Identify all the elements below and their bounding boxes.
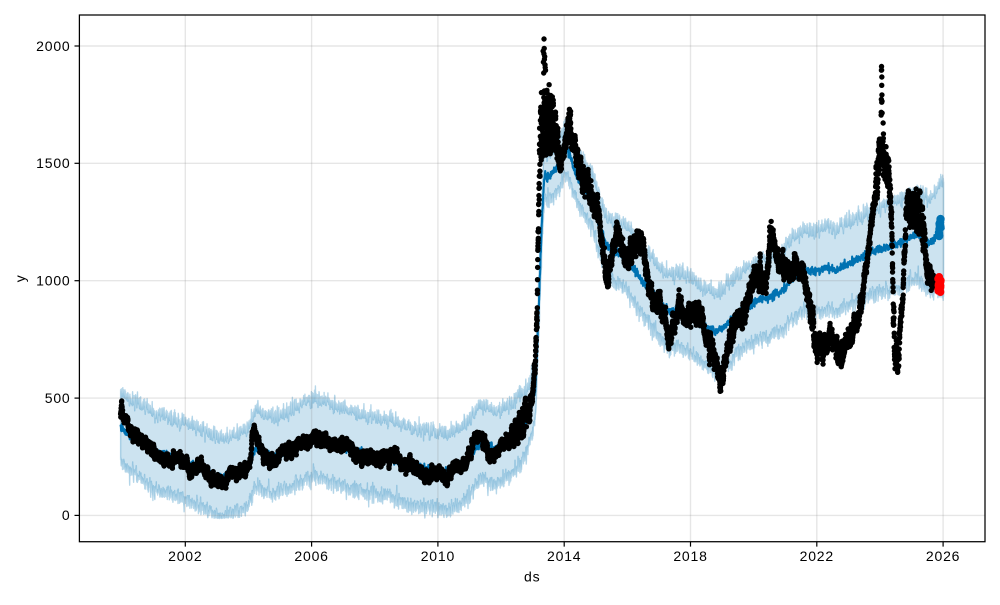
svg-text:500: 500 (45, 390, 71, 406)
svg-text:y: y (12, 274, 28, 282)
svg-text:2022: 2022 (800, 548, 834, 564)
svg-text:2014: 2014 (547, 548, 581, 564)
svg-text:2006: 2006 (294, 548, 328, 564)
svg-text:2026: 2026 (926, 548, 960, 564)
svg-text:0: 0 (62, 507, 71, 523)
svg-text:2002: 2002 (168, 548, 202, 564)
svg-text:ds: ds (524, 569, 540, 585)
svg-text:1500: 1500 (36, 155, 70, 171)
svg-text:2010: 2010 (421, 548, 455, 564)
svg-text:1000: 1000 (36, 273, 70, 289)
svg-text:2018: 2018 (673, 548, 707, 564)
svg-text:2000: 2000 (36, 38, 70, 54)
